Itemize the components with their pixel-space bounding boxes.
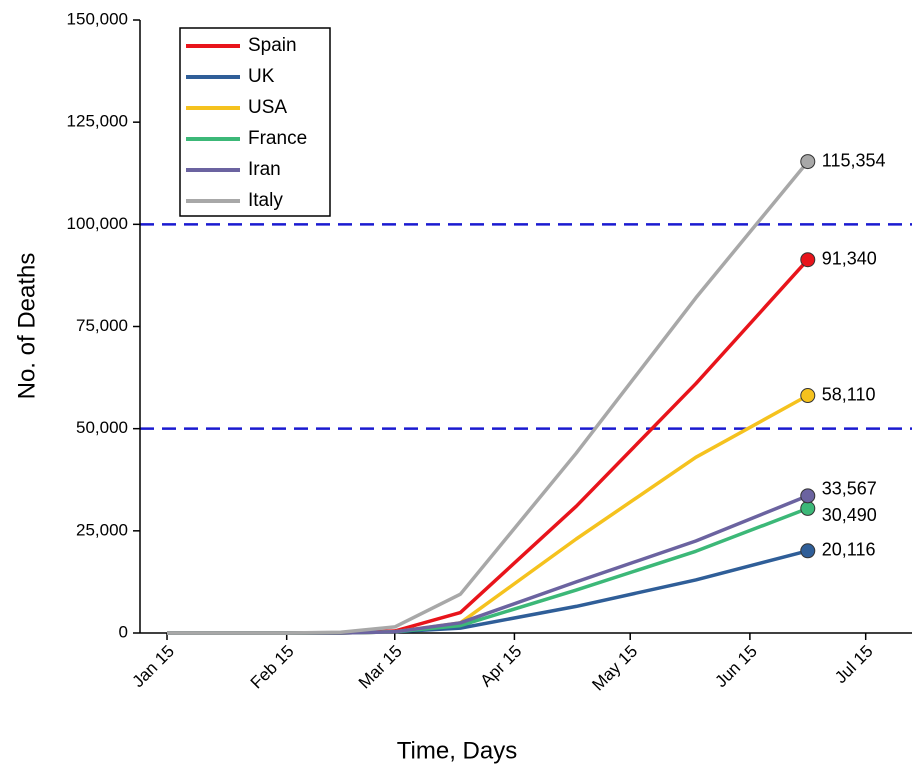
- x-tick-label: Apr 15: [477, 642, 526, 691]
- value-label: 91,340: [822, 248, 877, 268]
- end-marker: [800, 154, 816, 170]
- end-marker: [800, 543, 816, 559]
- x-axis-title: Time, Days: [397, 737, 517, 764]
- x-tick-label: Jun 15: [711, 642, 761, 692]
- value-label: 58,110: [822, 384, 876, 404]
- y-tick-label: 125,000: [67, 112, 128, 131]
- end-marker: [800, 488, 816, 504]
- y-axis-title: No. of Deaths: [13, 253, 40, 400]
- y-tick-label: 25,000: [76, 520, 128, 539]
- series-line: [167, 160, 810, 635]
- x-tick-label: Feb 15: [247, 642, 298, 693]
- value-label: 30,490: [822, 505, 877, 525]
- x-tick-label: May 15: [588, 642, 641, 695]
- x-tick-label: Jul 15: [831, 642, 877, 688]
- y-tick-label: 75,000: [76, 316, 128, 335]
- legend-box: [179, 27, 331, 217]
- y-tick-label: 0: [119, 622, 128, 641]
- legend-label: UK: [248, 66, 275, 87]
- value-label: 20,116: [822, 540, 876, 560]
- value-label: 33,567: [822, 479, 877, 499]
- end-marker: [800, 252, 816, 268]
- y-tick-label: 50,000: [76, 418, 128, 437]
- series-line: [167, 494, 809, 635]
- legend: Spain UK USA France Iran Italy: [179, 27, 331, 217]
- legend-label: Iran: [248, 159, 281, 180]
- y-tick-label: 150,000: [67, 9, 128, 28]
- legend-label: Italy: [248, 190, 283, 211]
- x-tick-label: Jan 15: [128, 642, 178, 692]
- value-label: 115,354: [822, 150, 886, 170]
- series-line: [167, 393, 809, 635]
- legend-label: USA: [248, 97, 287, 118]
- y-tick-label: 100,000: [67, 214, 128, 233]
- legend-label: France: [248, 128, 307, 149]
- end-marker: [800, 388, 816, 404]
- legend-label: Spain: [248, 35, 297, 56]
- x-tick-label: Mar 15: [355, 642, 406, 693]
- end-marker: [800, 500, 816, 516]
